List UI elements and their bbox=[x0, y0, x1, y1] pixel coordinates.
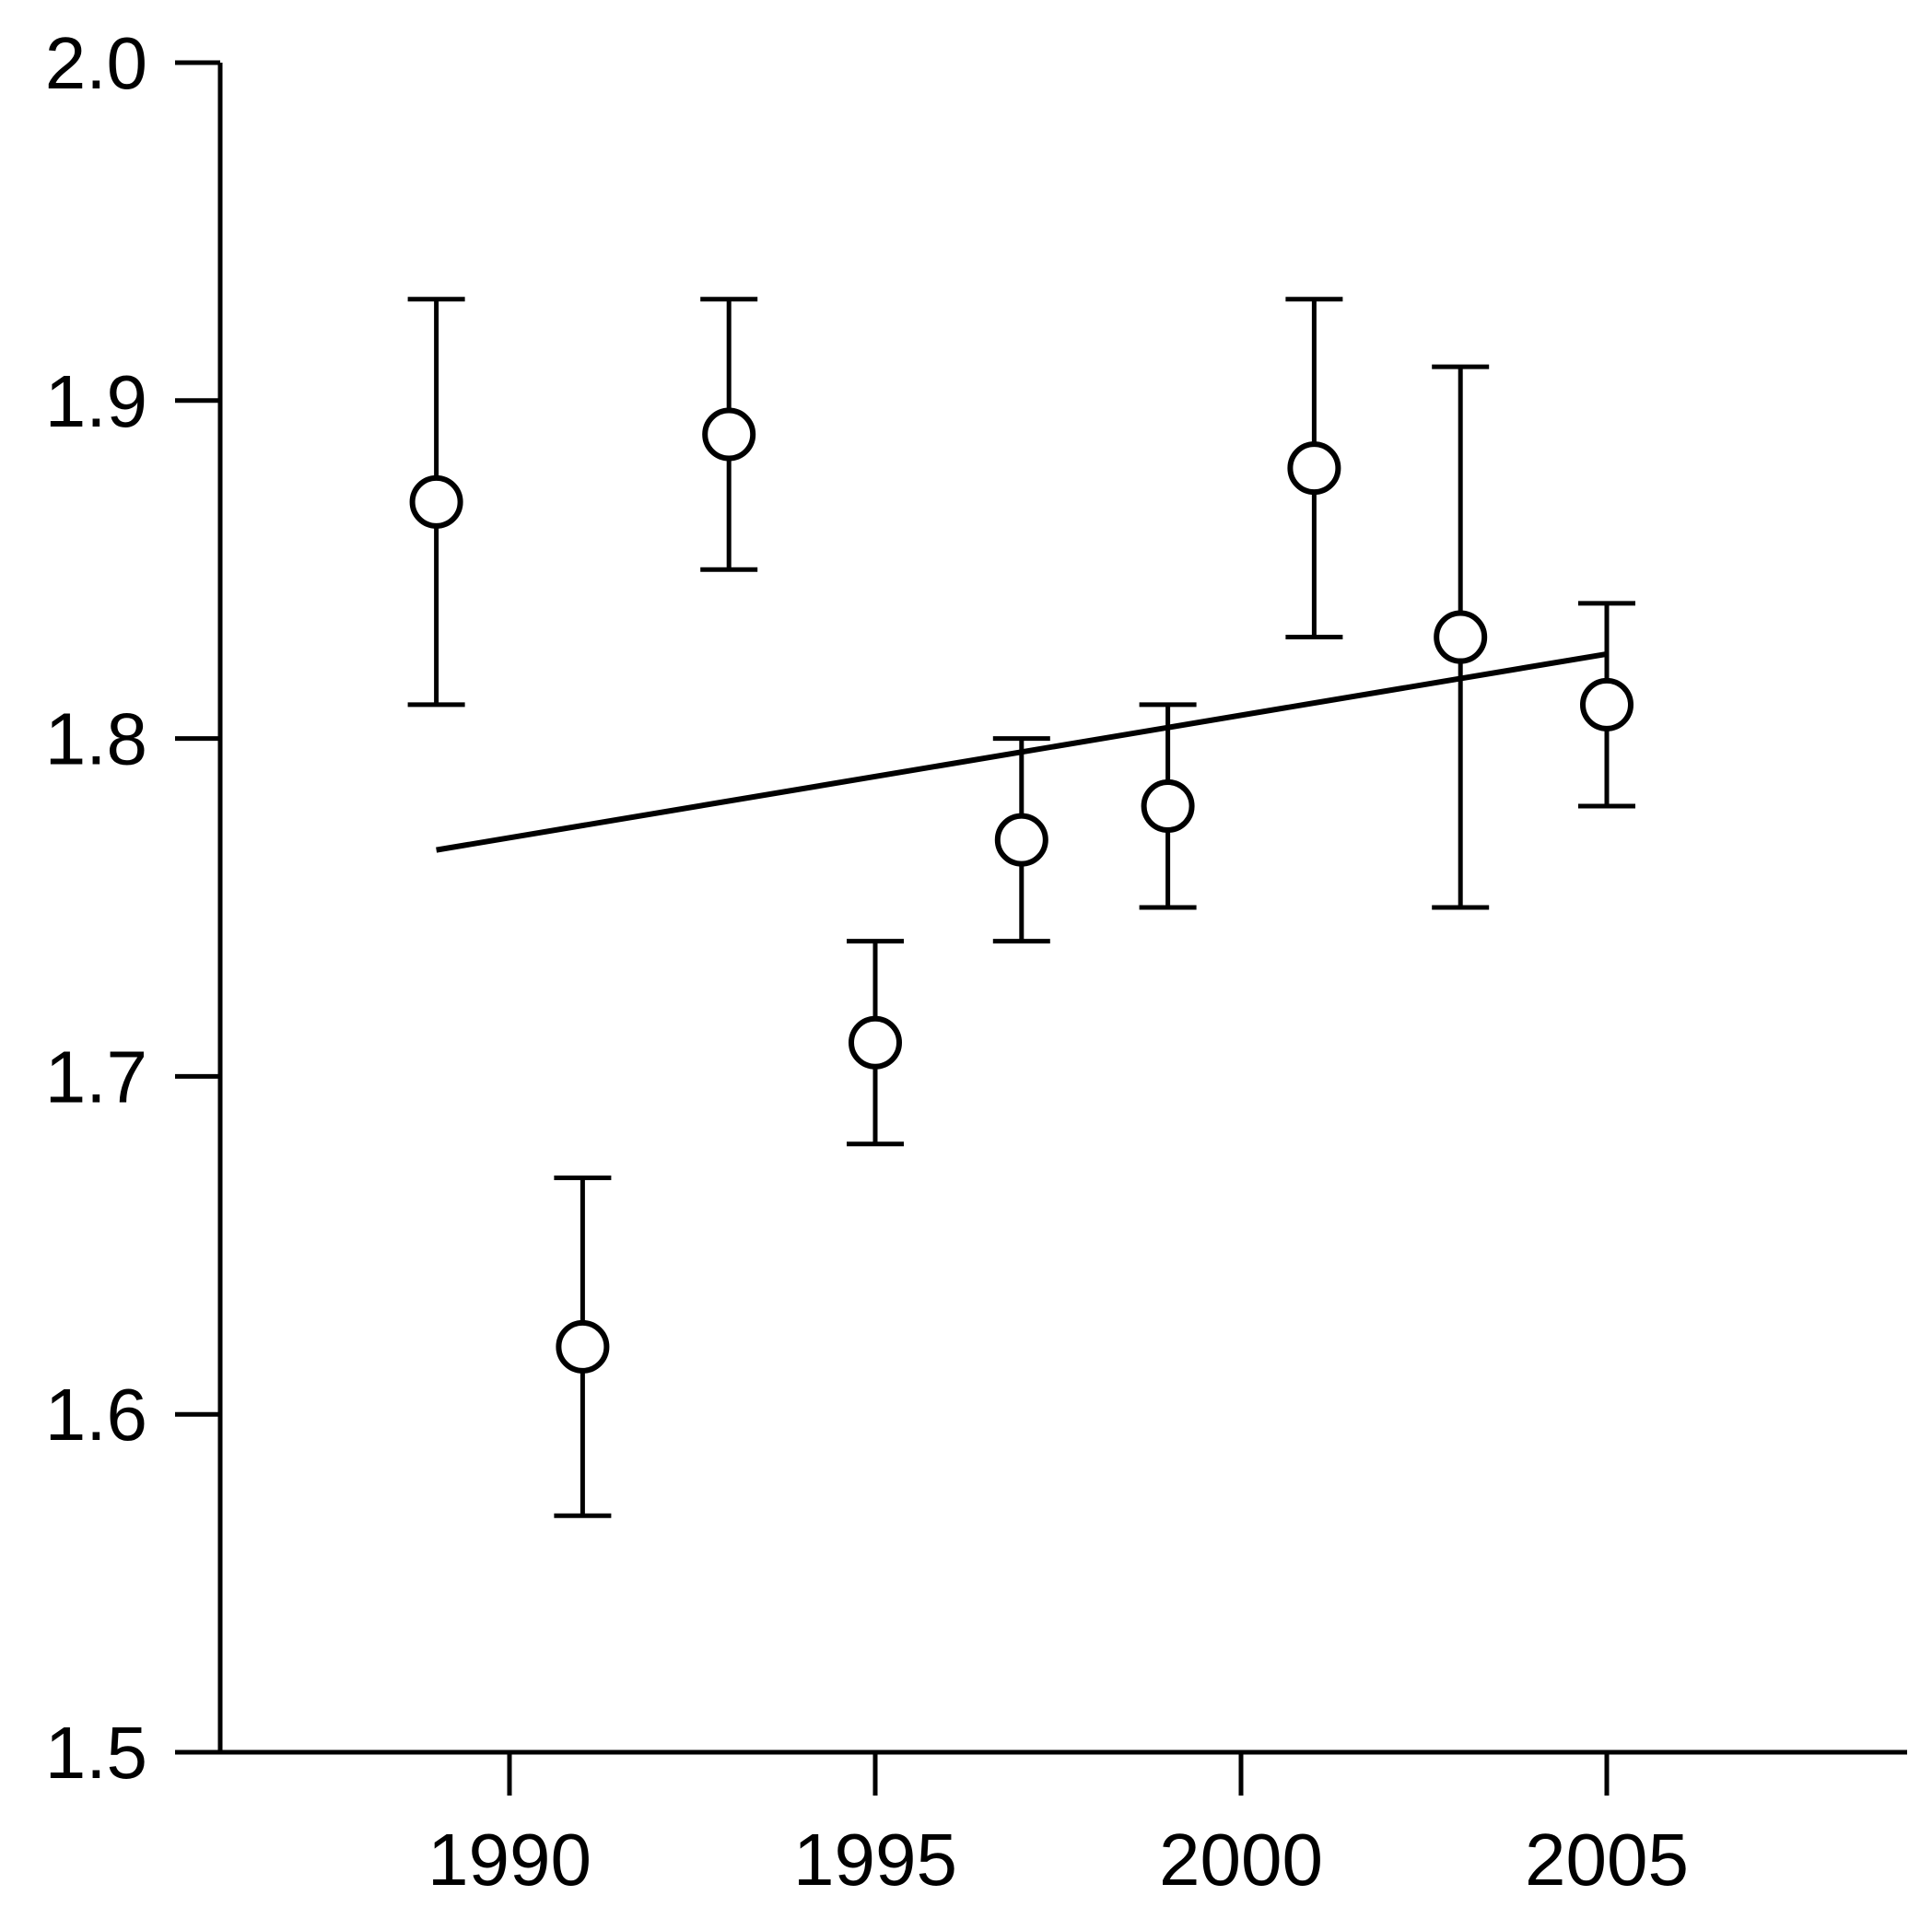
x-tick-label: 1995 bbox=[793, 1819, 957, 1901]
data-point bbox=[409, 474, 463, 529]
data-point bbox=[1287, 441, 1341, 496]
data-point bbox=[1141, 778, 1195, 833]
y-tick-label: 1.5 bbox=[45, 1712, 147, 1794]
y-tick-label: 1.9 bbox=[45, 360, 147, 442]
data-point bbox=[994, 813, 1048, 867]
data-points bbox=[409, 407, 1633, 1374]
data-point bbox=[1434, 610, 1488, 664]
data-point bbox=[702, 407, 756, 462]
data-point bbox=[1580, 677, 1633, 731]
axes bbox=[175, 60, 1907, 1796]
data-point bbox=[556, 1319, 610, 1374]
y-tick-label: 2.0 bbox=[45, 22, 147, 104]
data-point bbox=[849, 1015, 902, 1070]
x-tick-label: 1990 bbox=[427, 1819, 591, 1901]
x-tick-label: 2000 bbox=[1159, 1819, 1323, 1901]
tick-labels: 1.5 1.6 1.7 1.8 1.9 2.0 1990 1995 2000 2005 bbox=[45, 22, 1689, 1901]
error-bars bbox=[407, 297, 1635, 1518]
y-tick-label: 1.8 bbox=[45, 698, 147, 780]
x-tick-label: 2005 bbox=[1525, 1819, 1689, 1901]
y-tick-label: 1.6 bbox=[45, 1374, 147, 1456]
y-tick-label: 1.7 bbox=[45, 1036, 147, 1117]
